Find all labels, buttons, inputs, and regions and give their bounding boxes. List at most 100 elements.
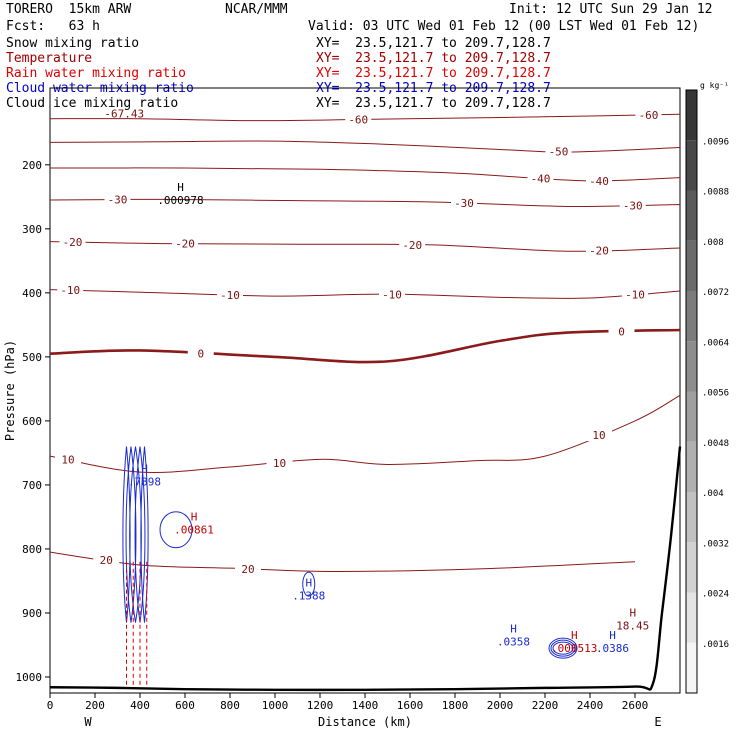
contour-label: -20 bbox=[589, 244, 609, 257]
temperature-contour bbox=[49, 289, 681, 299]
init-time: Init: 12 UTC Sun 29 Jan 12 bbox=[509, 2, 713, 17]
contour-label: -10 bbox=[220, 289, 240, 302]
cloud-water-contour bbox=[125, 446, 137, 623]
snow-max-label: .000978 bbox=[157, 194, 203, 207]
x-tick-label: 1400 bbox=[352, 699, 379, 712]
legend-entry: Snow mixing ratio bbox=[6, 36, 140, 51]
colorbar-segment bbox=[686, 341, 697, 392]
contour-label-bg bbox=[55, 453, 81, 466]
temperature-contour bbox=[49, 140, 681, 153]
contour-label: -20 bbox=[402, 239, 422, 252]
cloud-water-max-label: .1388 bbox=[292, 589, 325, 602]
cloud-water-max-label: .0386 bbox=[596, 642, 629, 655]
contour-label-bg bbox=[379, 288, 405, 301]
y-tick-label: 700 bbox=[22, 479, 42, 492]
y-tick-label: 800 bbox=[22, 543, 42, 556]
contour-label-bg bbox=[619, 199, 646, 212]
contour-label: -20 bbox=[63, 236, 83, 249]
colorbar-segment bbox=[686, 542, 697, 593]
cloud-water-contour bbox=[140, 446, 149, 623]
legend-entry: Rain water mixing ratio bbox=[6, 66, 187, 81]
contour-label-bg bbox=[635, 108, 662, 121]
contour-label: -40 bbox=[531, 173, 551, 186]
colorbar-segment bbox=[686, 642, 697, 693]
cloud-water-contour bbox=[129, 446, 142, 623]
contour-label-bg bbox=[451, 197, 477, 210]
contour-label: 10 bbox=[592, 429, 605, 442]
contour-label-bg bbox=[399, 238, 426, 251]
colorbar-tick-label: .0024 bbox=[702, 590, 729, 600]
temperature-contour bbox=[49, 167, 681, 182]
x-end-label-east: E bbox=[654, 715, 661, 729]
colorbar-segment bbox=[686, 90, 697, 141]
y-tick-label: 1000 bbox=[16, 671, 43, 684]
cloud-water-max-label-h: H bbox=[305, 576, 312, 589]
legend-xy: XY= 23.5,121.7 to 209.7,128.7 bbox=[316, 36, 551, 51]
y-tick-label: 900 bbox=[22, 607, 42, 620]
contour-label-bg bbox=[59, 236, 86, 249]
cloud-water-max-label: .0358 bbox=[497, 636, 530, 649]
temperature-max-label: 18.45 bbox=[616, 620, 649, 633]
terrain-line bbox=[49, 446, 682, 692]
colorbar-tick-label: .0016 bbox=[702, 640, 729, 650]
rain-max-label: .00861 bbox=[174, 524, 214, 537]
legend-entry: Cloud ice mixing ratio bbox=[6, 96, 179, 111]
contour-label: -60 bbox=[348, 113, 368, 126]
colorbar-tick-label: .004 bbox=[702, 489, 724, 499]
x-tick-label: 1000 bbox=[262, 699, 289, 712]
y-tick-label: 200 bbox=[22, 159, 42, 172]
contour-label: -50 bbox=[549, 146, 569, 159]
contour-label: 10 bbox=[61, 453, 74, 466]
colorbar-segment bbox=[686, 441, 697, 492]
contour-label: 0 bbox=[618, 325, 625, 338]
x-tick-label: 2000 bbox=[487, 699, 514, 712]
contour-label-bg bbox=[586, 428, 612, 441]
cloud-water-contour bbox=[134, 446, 146, 623]
x-tick-label: 200 bbox=[85, 699, 105, 712]
contour-label: 20 bbox=[100, 554, 113, 567]
forecast-hour: Fcst: 63 h bbox=[6, 19, 100, 34]
contour-label: -30 bbox=[454, 197, 474, 210]
x-tick-label: 1600 bbox=[397, 699, 424, 712]
cloud-water-contour bbox=[548, 637, 578, 659]
x-end-label-west: W bbox=[84, 715, 92, 729]
cloud-water-max-label-h: H bbox=[510, 623, 517, 636]
y-tick-label: 400 bbox=[22, 287, 42, 300]
contour-label: -60 bbox=[639, 109, 659, 122]
legend-xy: XY= 23.5,121.7 to 209.7,128.7 bbox=[316, 51, 551, 66]
contour-label-bg bbox=[586, 174, 612, 187]
colorbar-unit: g kg⁻¹ bbox=[700, 81, 729, 90]
x-tick-label: 600 bbox=[175, 699, 195, 712]
temperature-contour bbox=[49, 394, 681, 473]
contour-label: -30 bbox=[623, 199, 643, 212]
contour-label-bg bbox=[93, 554, 120, 567]
contour-label: -10 bbox=[625, 288, 645, 301]
contour-label: -40 bbox=[589, 175, 609, 188]
contour-label: -30 bbox=[108, 194, 128, 207]
temperature-contour bbox=[49, 551, 636, 573]
center-title: NCAR/MMM bbox=[225, 2, 288, 17]
colorbar-segment bbox=[686, 391, 697, 442]
cloud-water-contour bbox=[122, 446, 131, 623]
y-axis-label: Pressure (hPa) bbox=[3, 340, 17, 441]
plot-frame bbox=[49, 87, 681, 694]
legend-entry: Cloud water mixing ratio bbox=[6, 81, 194, 96]
contour-label-bg bbox=[622, 288, 648, 301]
colorbar-tick-label: .0064 bbox=[702, 338, 729, 348]
colorbar-tick-label: .008 bbox=[702, 238, 724, 248]
contour-label-bg bbox=[187, 347, 214, 360]
x-tick-label: 0 bbox=[47, 699, 54, 712]
cloud-water-contour bbox=[159, 511, 193, 549]
contour-label-bg bbox=[172, 237, 198, 250]
contour-label-bg bbox=[608, 325, 635, 338]
x-tick-label: 2400 bbox=[577, 699, 604, 712]
temperature-min-label: -67.43 bbox=[104, 108, 144, 121]
contour-label: -20 bbox=[175, 238, 195, 251]
contour-label: -10 bbox=[60, 284, 80, 297]
x-tick-label: 2200 bbox=[532, 699, 559, 712]
cloud-water-max-label-h: H bbox=[609, 629, 616, 642]
legend-entry: Temperature bbox=[6, 51, 93, 66]
colorbar-tick-label: .0056 bbox=[702, 389, 729, 399]
contour-label-bg bbox=[586, 244, 612, 257]
x-tick-label: 1800 bbox=[442, 699, 469, 712]
